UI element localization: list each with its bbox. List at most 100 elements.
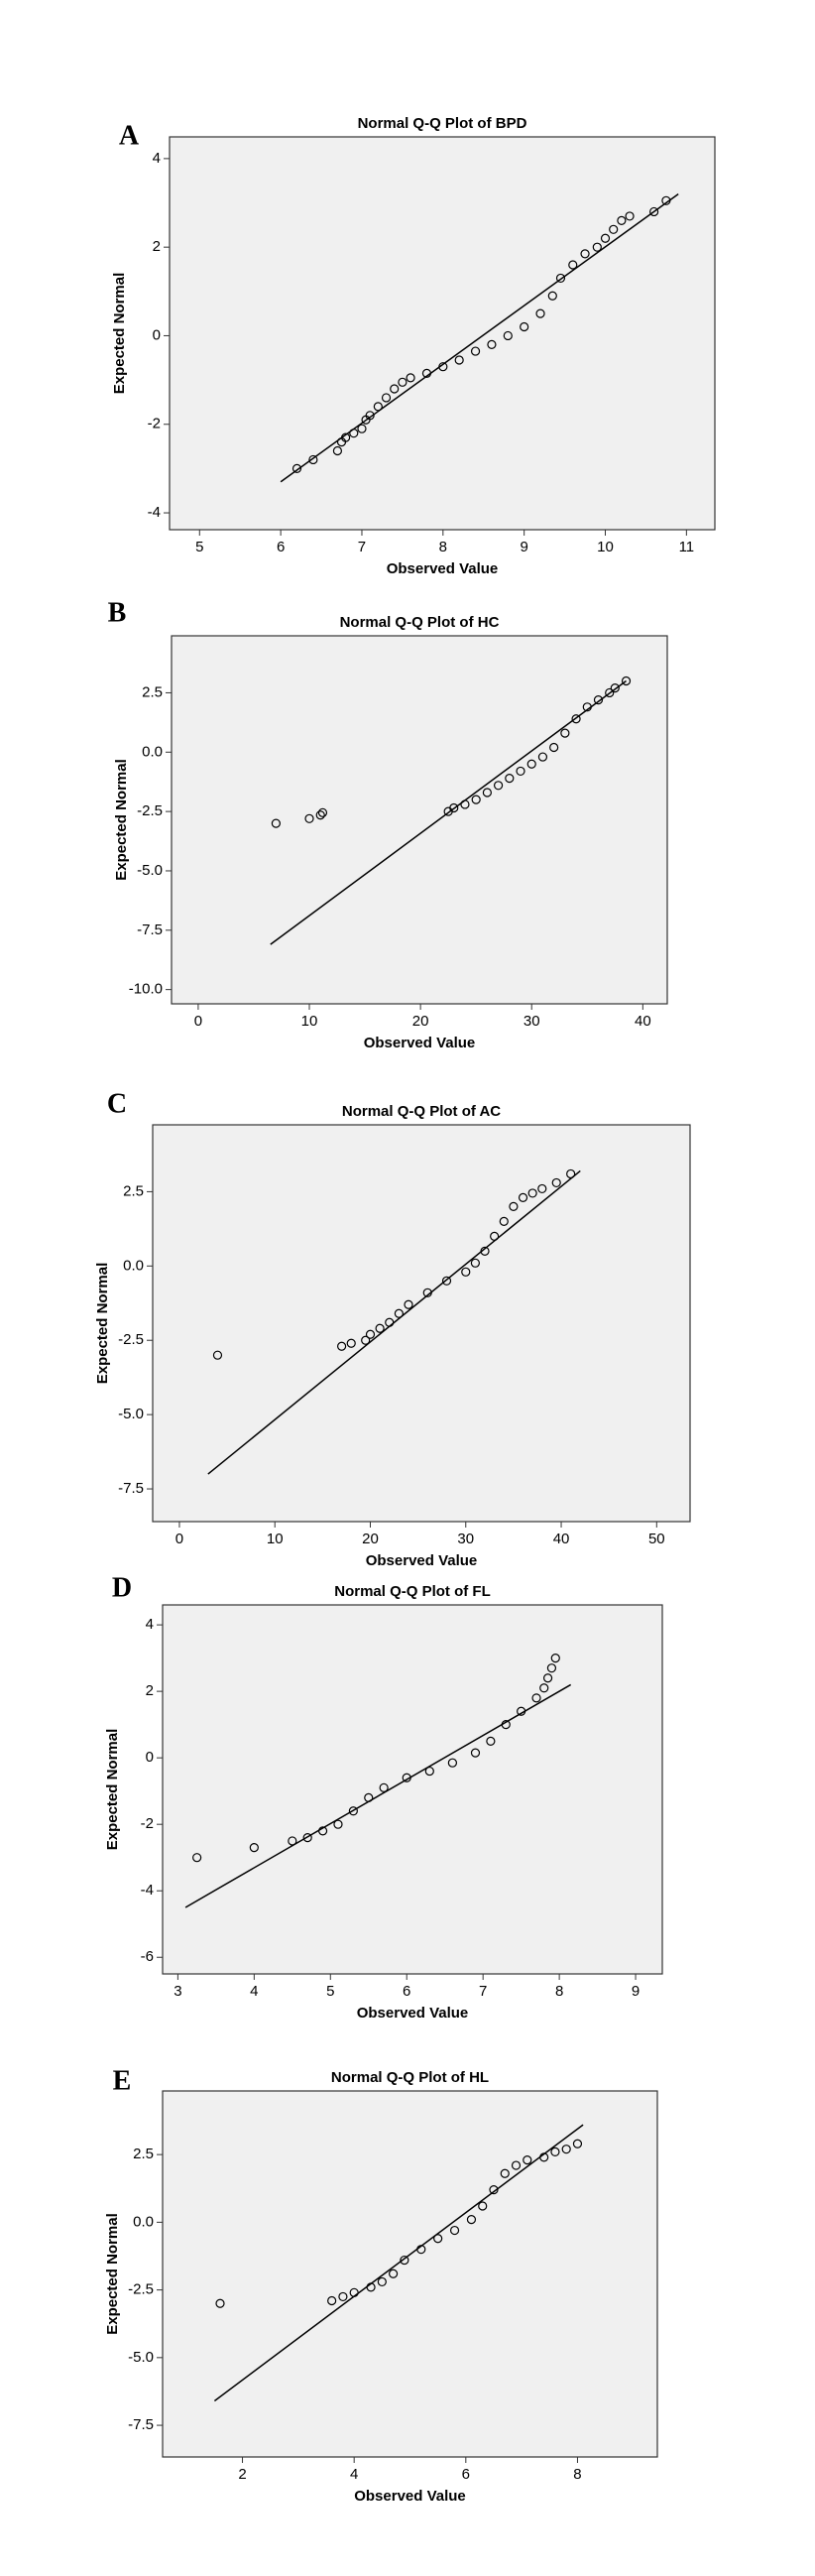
point bbox=[610, 683, 620, 693]
point bbox=[503, 330, 513, 341]
x-tick-label: 6 bbox=[403, 1983, 410, 2000]
x-tick-label: 7 bbox=[479, 1983, 487, 2000]
x-tick-label: 9 bbox=[520, 539, 527, 555]
point bbox=[546, 1663, 557, 1673]
point bbox=[487, 339, 497, 349]
panel-label: D bbox=[112, 1572, 132, 1603]
point bbox=[394, 1308, 404, 1318]
point bbox=[555, 273, 566, 284]
y-axis-label: Expected Normal bbox=[104, 2213, 121, 2335]
y-tick-label: -5.0 bbox=[137, 862, 163, 879]
y-tick-label: -2.5 bbox=[118, 1331, 144, 1348]
x-axis-label: Observed Value bbox=[357, 2005, 469, 2022]
plot-area bbox=[162, 2090, 658, 2458]
point bbox=[390, 384, 400, 394]
y-tick-label: -7.5 bbox=[118, 1480, 144, 1497]
point bbox=[215, 2298, 225, 2308]
x-axis-label: Observed Value bbox=[354, 2488, 466, 2505]
point bbox=[365, 411, 375, 421]
point bbox=[537, 752, 548, 762]
point bbox=[385, 1317, 395, 1327]
point bbox=[493, 781, 504, 791]
panel-label: B bbox=[108, 597, 127, 628]
reference-line bbox=[207, 1169, 581, 1475]
y-tick-label: 2 bbox=[153, 238, 161, 255]
point bbox=[539, 2152, 549, 2162]
point bbox=[192, 1853, 202, 1863]
point bbox=[531, 1693, 541, 1703]
point bbox=[449, 2225, 460, 2236]
chart-title: Normal Q-Q Plot of FL bbox=[334, 1583, 491, 1600]
x-tick-label: 5 bbox=[326, 1983, 334, 2000]
point bbox=[571, 714, 581, 724]
point bbox=[389, 2269, 399, 2278]
x-tick-label: 6 bbox=[462, 2466, 470, 2483]
point bbox=[499, 1216, 509, 1226]
point bbox=[421, 368, 432, 379]
point bbox=[416, 2245, 426, 2255]
point bbox=[466, 2215, 477, 2225]
point bbox=[365, 1329, 376, 1339]
point bbox=[317, 1826, 328, 1836]
x-tick-label: 8 bbox=[573, 2466, 581, 2483]
point bbox=[609, 224, 619, 234]
point bbox=[366, 2282, 376, 2292]
y-tick-label: -4 bbox=[141, 1882, 154, 1899]
x-tick-label: 0 bbox=[194, 1013, 202, 1030]
point bbox=[424, 1766, 434, 1777]
y-axis-label: Expected Normal bbox=[113, 759, 130, 881]
point bbox=[511, 2160, 522, 2170]
point bbox=[490, 1231, 500, 1241]
y-tick-label: 0 bbox=[146, 1749, 154, 1766]
x-tick-label: 30 bbox=[457, 1531, 474, 1547]
point bbox=[605, 687, 615, 698]
x-tick-label: 20 bbox=[412, 1013, 429, 1030]
reference-line bbox=[213, 2124, 584, 2402]
x-tick-label: 40 bbox=[635, 1013, 651, 1030]
point bbox=[333, 1819, 343, 1829]
point bbox=[489, 2185, 499, 2195]
point bbox=[470, 1258, 480, 1268]
point bbox=[568, 260, 578, 270]
point bbox=[349, 2287, 359, 2297]
x-tick-label: 40 bbox=[553, 1531, 570, 1547]
point bbox=[621, 675, 632, 686]
x-axis-label: Observed Value bbox=[364, 1035, 476, 1051]
y-tick-label: 2.5 bbox=[142, 683, 163, 700]
point bbox=[422, 1288, 432, 1297]
point bbox=[433, 2234, 443, 2244]
chart-title: Normal Q-Q Plot of BPD bbox=[358, 115, 527, 132]
point bbox=[337, 1341, 347, 1351]
y-axis-label: Expected Normal bbox=[111, 273, 128, 395]
point bbox=[460, 799, 470, 809]
x-tick-label: 9 bbox=[632, 1983, 640, 2000]
x-tick-label: 7 bbox=[358, 539, 366, 555]
y-tick-label: 4 bbox=[153, 150, 161, 167]
point bbox=[402, 1773, 411, 1782]
point bbox=[249, 1843, 259, 1853]
point bbox=[478, 2201, 488, 2211]
x-tick-label: 0 bbox=[175, 1531, 183, 1547]
point bbox=[482, 788, 492, 797]
x-tick-label: 20 bbox=[362, 1531, 379, 1547]
point bbox=[549, 742, 559, 753]
point bbox=[542, 1673, 553, 1683]
point bbox=[550, 1654, 560, 1663]
panel-label: E bbox=[113, 2065, 132, 2096]
point bbox=[302, 1832, 312, 1843]
y-tick-label: -7.5 bbox=[137, 921, 163, 938]
x-tick-label: 5 bbox=[195, 539, 203, 555]
point bbox=[566, 1168, 576, 1179]
y-tick-label: 0.0 bbox=[133, 2213, 154, 2230]
y-axis-label: Expected Normal bbox=[94, 1263, 111, 1385]
x-tick-label: 3 bbox=[174, 1983, 181, 2000]
y-axis-label: Expected Normal bbox=[104, 1729, 121, 1851]
point bbox=[470, 1748, 481, 1758]
y-tick-label: -5.0 bbox=[128, 2349, 154, 2366]
point bbox=[501, 1720, 511, 1730]
point bbox=[338, 2291, 348, 2302]
point bbox=[212, 1350, 223, 1360]
point bbox=[505, 774, 515, 784]
point bbox=[527, 1188, 537, 1198]
